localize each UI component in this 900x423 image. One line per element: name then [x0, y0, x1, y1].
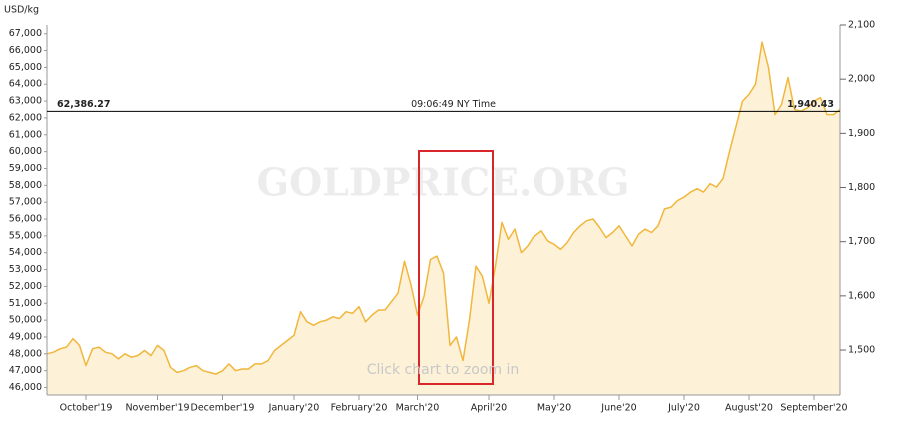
- y-tick-label: 58,000: [9, 180, 42, 191]
- y-tick-label: 50,000: [9, 315, 42, 326]
- x-tick-label: June'20: [600, 403, 636, 414]
- zoom-hint: Click chart to zoom in: [367, 362, 520, 378]
- x-tick-label: February'20: [331, 403, 388, 414]
- y-tick-label: 67,000: [9, 28, 42, 39]
- y-tick-label: 65,000: [9, 62, 42, 73]
- y2-tick-label: 1,700: [848, 236, 875, 247]
- x-tick-label: December'19: [191, 403, 255, 414]
- x-tick-label: April'20: [471, 403, 507, 414]
- crosshair-y2-value: 1,940.43: [787, 99, 834, 110]
- y-tick-label: 56,000: [9, 214, 42, 225]
- highlight-box: [418, 150, 494, 385]
- y-tick-label: 53,000: [9, 264, 42, 275]
- x-tick-label: July'20: [667, 403, 700, 414]
- y-tick-label: 51,000: [9, 298, 42, 309]
- y-tick-label: 60,000: [9, 146, 42, 157]
- y-axis-label: USD/kg: [4, 5, 39, 16]
- y-tick-label: 63,000: [9, 96, 42, 107]
- y2-tick-label: 1,900: [848, 128, 875, 139]
- crosshair-time: 09:06:49 NY Time: [411, 99, 496, 110]
- x-tick-label: October'19: [60, 403, 113, 414]
- y2-tick-label: 1,600: [848, 290, 875, 301]
- y-tick-label: 57,000: [9, 197, 42, 208]
- y2-tick-label: 1,800: [848, 182, 875, 193]
- y-tick-label: 64,000: [9, 79, 42, 90]
- y-tick-label: 47,000: [9, 365, 42, 376]
- area: [47, 42, 840, 395]
- y-tick-label: 52,000: [9, 281, 42, 292]
- line: [46, 41, 841, 375]
- crosshair-value: 62,386.27: [57, 99, 111, 110]
- x-tick-label: May'20: [537, 403, 571, 414]
- x-tick-label: August'20: [725, 403, 773, 414]
- y-tick-label: 55,000: [9, 230, 42, 241]
- x-tick-label: September'20: [780, 403, 847, 414]
- y-tick-label: 49,000: [9, 331, 42, 342]
- y-tick-label: 54,000: [9, 247, 42, 258]
- x-tick-label: March'20: [396, 403, 440, 414]
- y-tick-label: 62,000: [9, 112, 42, 123]
- y-tick-label: 66,000: [9, 45, 42, 56]
- y-tick-label: 59,000: [9, 163, 42, 174]
- x-tick-label: January'20: [268, 403, 320, 414]
- y-tick-label: 48,000: [9, 348, 42, 359]
- y2-tick-label: 2,100: [848, 20, 875, 31]
- x-tick-label: November'19: [125, 403, 189, 414]
- y-tick-label: 61,000: [9, 129, 42, 140]
- watermark: GOLDPRICE.ORG: [257, 160, 630, 205]
- y-tick-label: 46,000: [9, 382, 42, 393]
- y2-tick-label: 2,000: [848, 74, 875, 85]
- y2-tick-label: 1,500: [848, 345, 875, 356]
